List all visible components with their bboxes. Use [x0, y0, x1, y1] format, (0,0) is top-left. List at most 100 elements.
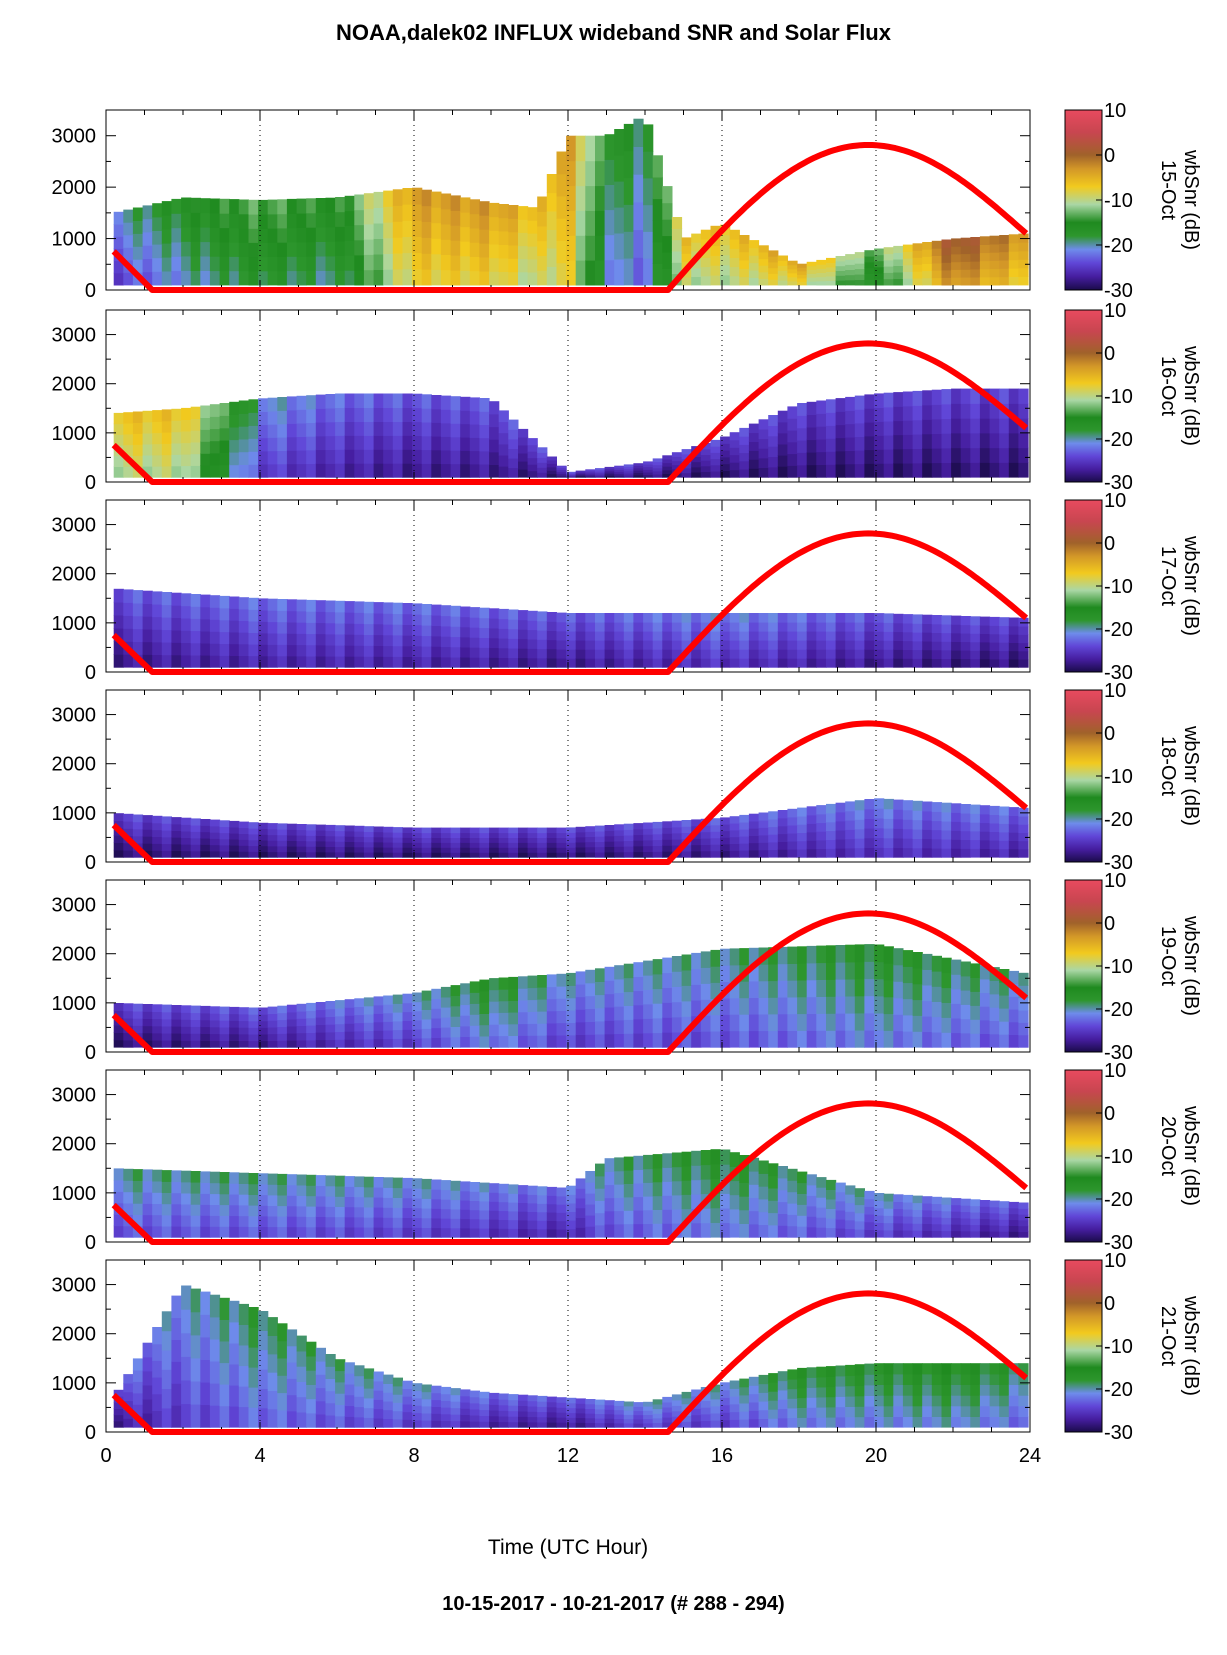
colorbar-tick-label: -20	[1104, 619, 1133, 641]
snr-cell	[902, 1216, 914, 1224]
snr-cell	[826, 1189, 837, 1200]
snr-cell	[999, 1008, 1010, 1022]
snr-cell	[700, 1400, 711, 1408]
snr-cell	[363, 223, 375, 240]
snr-cell	[854, 1212, 865, 1222]
snr-cell	[383, 407, 394, 422]
snr-cell	[123, 1191, 134, 1204]
snr-cell	[277, 1012, 288, 1021]
snr-cell	[325, 1402, 336, 1416]
snr-cell	[363, 1176, 375, 1188]
snr-cell	[181, 431, 192, 444]
snr-cell	[412, 1390, 423, 1399]
snr-cell	[566, 1194, 577, 1204]
snr-cell	[951, 812, 962, 822]
snr-cell	[845, 622, 856, 632]
snr-cell	[479, 1409, 490, 1416]
snr-cell	[518, 619, 529, 630]
snr-cell	[335, 846, 346, 853]
snr-cell	[614, 965, 625, 980]
snr-cell	[595, 1034, 606, 1048]
snr-cell	[585, 841, 596, 848]
snr-cell	[171, 1339, 182, 1362]
snr-cell	[777, 265, 788, 271]
snr-cell	[970, 848, 981, 858]
snr-cell	[1008, 462, 1019, 478]
snr-cell	[951, 1198, 962, 1206]
snr-cell	[171, 850, 182, 858]
snr-cell	[614, 992, 625, 1007]
snr-cell	[479, 1035, 490, 1048]
snr-cell	[662, 1002, 673, 1018]
snr-cell	[431, 253, 442, 270]
snr-cell	[874, 254, 885, 262]
snr-cell	[633, 474, 644, 478]
snr-cell	[556, 1417, 567, 1423]
snr-cell	[142, 1025, 153, 1034]
snr-cell	[970, 1019, 981, 1034]
snr-cell	[373, 1013, 384, 1023]
snr-cell	[787, 1407, 798, 1419]
snr-cell	[469, 852, 480, 858]
snr-cell	[883, 463, 894, 478]
snr-cell	[335, 634, 346, 646]
snr-cell	[614, 232, 625, 260]
snr-cell	[999, 243, 1010, 253]
snr-cell	[758, 613, 769, 623]
snr-cell	[585, 1204, 596, 1216]
snr-cell	[518, 1400, 529, 1407]
snr-cell	[710, 1149, 721, 1165]
snr-cell	[970, 1395, 981, 1407]
snr-cell	[209, 1019, 221, 1028]
snr-cell	[835, 820, 846, 831]
snr-cell	[999, 840, 1010, 850]
snr-cell	[518, 629, 529, 640]
snr-cell	[777, 270, 788, 276]
snr-cell	[768, 1200, 779, 1214]
snr-cell	[979, 1218, 991, 1226]
snr-cell	[556, 467, 567, 471]
snr-cell	[421, 1037, 432, 1048]
snr-cell	[325, 851, 336, 858]
snr-cell	[854, 436, 865, 451]
snr-cell	[893, 1416, 904, 1428]
snr-cell	[989, 642, 1000, 651]
snr-cell	[797, 1397, 808, 1408]
snr-cell	[614, 1019, 625, 1034]
snr-cell	[363, 407, 375, 422]
snr-cell	[546, 842, 557, 848]
snr-cell	[556, 1407, 567, 1413]
snr-cell	[931, 240, 942, 249]
snr-cell	[662, 851, 673, 858]
snr-cell	[979, 1405, 991, 1417]
snr-cell	[277, 199, 288, 215]
colorbar	[1064, 689, 1103, 863]
snr-cell	[431, 1008, 442, 1019]
snr-cell	[614, 1184, 625, 1198]
snr-cell	[777, 280, 788, 286]
snr-cell	[277, 1323, 288, 1342]
snr-cell	[537, 837, 548, 843]
snr-cell	[508, 448, 519, 459]
snr-cell	[344, 1206, 355, 1218]
snr-cell	[537, 1411, 548, 1418]
snr-cell	[691, 259, 702, 269]
snr-cell	[970, 432, 981, 449]
snr-cell	[874, 407, 885, 422]
snr-cell	[152, 1040, 163, 1048]
snr-cell	[248, 1407, 259, 1428]
snr-cell	[681, 237, 692, 246]
snr-cell	[768, 1409, 779, 1419]
snr-cell	[960, 462, 971, 478]
snr-cell	[392, 827, 403, 833]
snr-cell	[181, 837, 192, 845]
snr-cell	[238, 270, 249, 286]
snr-cell	[826, 821, 837, 832]
snr-cell	[508, 976, 519, 990]
snr-cell	[662, 1032, 673, 1048]
snr-cell	[748, 1401, 760, 1411]
snr-cell	[421, 1018, 432, 1029]
snr-cell	[315, 270, 326, 286]
snr-cell	[315, 622, 326, 635]
snr-cell	[142, 443, 153, 456]
